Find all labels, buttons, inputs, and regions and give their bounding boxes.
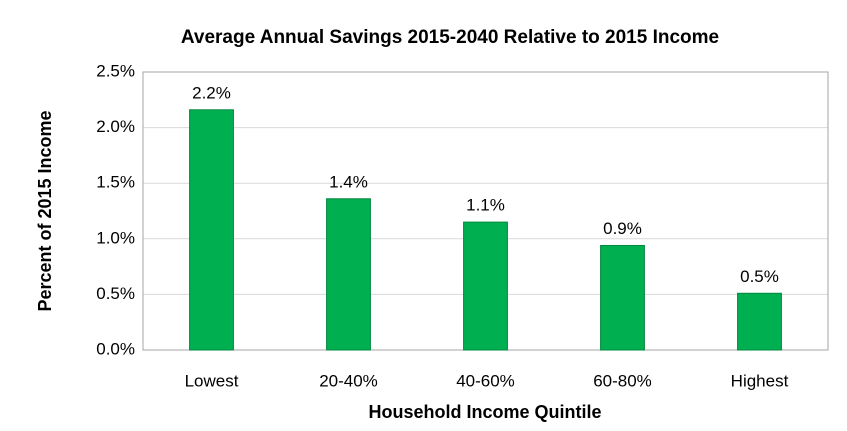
value-label: 0.5%	[740, 267, 779, 286]
y-tick-label: 2.5%	[96, 61, 135, 80]
x-tick-label: 60-80%	[593, 371, 652, 390]
x-tick-label: Highest	[731, 371, 789, 390]
x-tick-label: 40-60%	[456, 371, 515, 390]
x-axis-title: Household Income Quintile	[368, 402, 601, 422]
value-label: 1.1%	[466, 196, 505, 215]
value-label: 2.2%	[192, 83, 231, 102]
bar	[326, 198, 371, 351]
y-tick-label: 0.0%	[96, 339, 135, 358]
bar	[189, 109, 234, 351]
chart-title: Average Annual Savings 2015-2040 Relativ…	[181, 27, 719, 48]
y-tick-label: 1.5%	[96, 173, 135, 192]
y-axis-title: Percent of 2015 Income	[35, 110, 55, 311]
bar	[463, 221, 508, 351]
bar	[600, 244, 645, 351]
x-tick-label: 20-40%	[319, 371, 378, 390]
bar	[737, 292, 782, 351]
y-tick-label: 1.0%	[96, 228, 135, 247]
y-tick-label: 0.5%	[96, 284, 135, 303]
x-tick-label: Lowest	[185, 371, 239, 390]
value-label: 0.9%	[603, 219, 642, 238]
y-tick-label: 2.0%	[96, 117, 135, 136]
value-label: 1.4%	[329, 172, 368, 191]
